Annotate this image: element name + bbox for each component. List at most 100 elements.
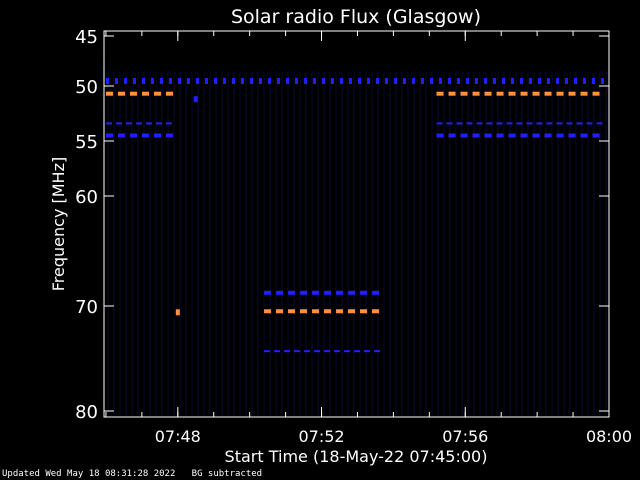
band-segment: [556, 91, 564, 96]
band-segment: [508, 133, 516, 138]
band-segment: [596, 122, 603, 125]
band-segment: [300, 290, 308, 295]
band-segment: [169, 78, 172, 84]
x-tick-label: 07:56: [442, 427, 488, 446]
band-segment: [118, 133, 125, 138]
y-tick-label: 55: [75, 132, 98, 153]
x-tick-label: 07:52: [298, 427, 344, 446]
band-segment: [472, 91, 480, 96]
band-segment: [460, 91, 468, 96]
band-segment: [484, 133, 492, 138]
band-segment: [232, 78, 235, 84]
band-segment: [241, 78, 244, 84]
band-segment: [601, 78, 604, 84]
band-segment: [556, 122, 563, 125]
band-segment: [340, 78, 343, 84]
band-segment: [106, 78, 109, 84]
band-segment: [264, 350, 271, 353]
x-tick-label: 07:48: [155, 427, 201, 446]
band-segment: [476, 122, 483, 125]
y-tick-label: 80: [75, 402, 98, 423]
band-segment: [532, 133, 540, 138]
x-axis-label: Start Time (18-May-22 07:45:00): [225, 447, 488, 466]
band-segment: [322, 78, 325, 84]
band-segment: [360, 290, 368, 295]
band-segment: [106, 133, 113, 138]
band-segment: [376, 78, 379, 84]
band-segment: [568, 133, 576, 138]
band-segment: [151, 78, 154, 84]
band-segment: [556, 133, 564, 138]
band-segment: [187, 78, 190, 84]
band-segment: [196, 78, 199, 84]
band-segment: [565, 78, 568, 84]
band-segment: [331, 78, 334, 84]
y-tick-label: 50: [75, 77, 98, 98]
band-segment: [460, 133, 468, 138]
emission-spot: [193, 96, 198, 103]
band-segment: [312, 309, 320, 314]
band-segment: [276, 309, 284, 314]
band-segment: [372, 309, 380, 314]
band-segment: [520, 78, 523, 84]
band-segment: [146, 122, 152, 125]
band-segment: [568, 91, 576, 96]
band-segment: [259, 78, 262, 84]
band-segment: [592, 91, 600, 96]
band-segment: [583, 78, 586, 84]
band-segment: [276, 290, 284, 295]
band-segment: [277, 78, 280, 84]
band-segment: [136, 122, 142, 125]
band-segment: [532, 91, 540, 96]
band-segment: [556, 78, 559, 84]
band-segment: [466, 78, 469, 84]
chart-title: Solar radio Flux (Glasgow): [231, 6, 481, 28]
band-segment: [284, 350, 291, 353]
band-segment: [412, 78, 415, 84]
band-segment: [529, 78, 532, 84]
band-segment: [336, 309, 344, 314]
band-segment: [546, 122, 553, 125]
band-segment: [372, 290, 380, 295]
band-segment: [166, 91, 173, 96]
band-segment: [288, 290, 296, 295]
band-segment: [493, 78, 496, 84]
band-segment: [106, 91, 113, 96]
band-segment: [324, 350, 331, 353]
band-segment: [156, 122, 162, 125]
y-tick-label: 45: [75, 27, 98, 48]
band-segment: [142, 91, 149, 96]
emission-spot: [175, 309, 180, 316]
band-segment: [118, 91, 125, 96]
x-axis: 07:48 07:52 07:56 08:00: [105, 31, 632, 446]
band-segment: [286, 78, 289, 84]
band-segment: [486, 122, 493, 125]
band-segment: [544, 91, 552, 96]
band-segment: [544, 133, 552, 138]
band-segment: [223, 78, 226, 84]
band-segment: [160, 78, 163, 84]
band-segment: [130, 91, 137, 96]
band-segment: [344, 350, 351, 353]
band-segment: [115, 78, 118, 84]
band-segment: [142, 78, 145, 84]
band-segment: [472, 133, 480, 138]
band-segment: [430, 78, 433, 84]
band-segment: [294, 350, 301, 353]
band-segment: [448, 91, 456, 96]
band-segment: [496, 133, 504, 138]
band-segment: [304, 78, 307, 84]
band-segment: [313, 78, 316, 84]
band-segment: [364, 350, 371, 353]
y-tick-label: 70: [75, 297, 98, 318]
band-segment: [520, 133, 528, 138]
band-segment: [288, 309, 296, 314]
band-segment: [166, 133, 173, 138]
band-segment: [312, 290, 320, 295]
band-segment: [394, 78, 397, 84]
band-segment: [374, 350, 381, 353]
band-segment: [214, 78, 217, 84]
band-segment: [436, 133, 444, 138]
band-segment: [274, 350, 281, 353]
band-segment: [126, 122, 132, 125]
